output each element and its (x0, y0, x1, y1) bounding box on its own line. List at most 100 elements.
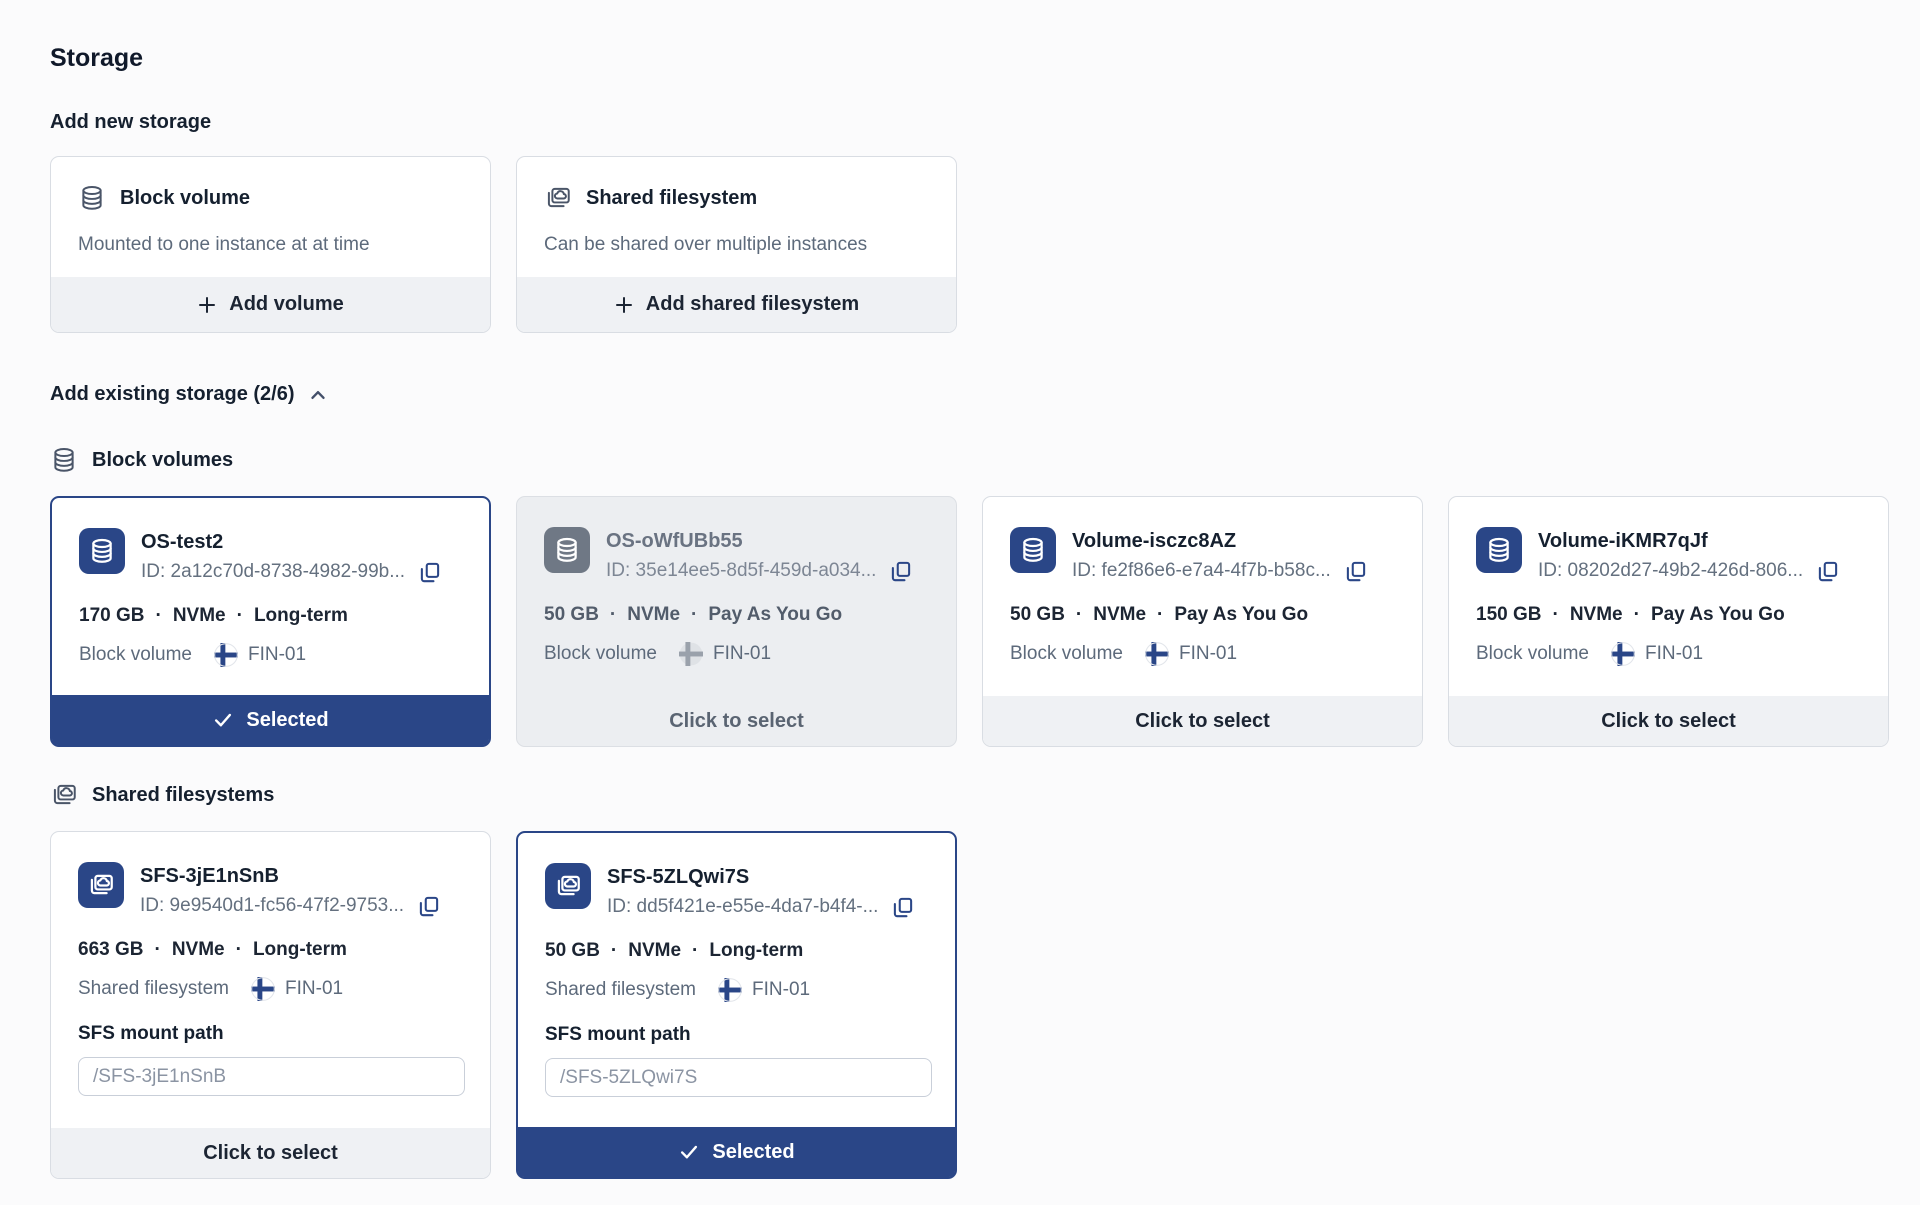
copy-icon[interactable] (890, 894, 916, 920)
volume-name: Volume-iKMR7qJf (1538, 530, 1708, 552)
selected-footer[interactable]: Selected (52, 695, 489, 745)
click-to-select-footer[interactable]: Click to select (983, 696, 1422, 746)
copy-icon[interactable] (888, 558, 914, 584)
add-card-title: Block volume (120, 186, 251, 209)
add-block-volume-card: Block volume Mounted to one instance at … (50, 156, 491, 333)
sfs-mount-path-label: SFS mount path (78, 1023, 224, 1044)
finland-flag-icon (1145, 642, 1169, 666)
selected-footer[interactable]: Selected (518, 1127, 955, 1177)
volume-type-row: Block volume FIN-01 (79, 643, 462, 667)
add-card-title: Shared filesystem (586, 186, 758, 209)
copy-icon[interactable] (1815, 558, 1841, 584)
volume-type: Block volume (1476, 643, 1589, 664)
region-label: FIN-01 (1179, 643, 1238, 664)
block-volume-tile-icon (544, 527, 590, 573)
finland-flag-icon (214, 643, 238, 667)
add-card-description: Can be shared over multiple instances (544, 234, 868, 255)
plus-icon (197, 295, 217, 315)
block-volume-card-volume-isczc8az[interactable]: Volume-isczc8AZ ID: fe2f86e6-e7a4-4f7b-b… (982, 496, 1423, 747)
finland-flag-icon (718, 978, 742, 1002)
block-volume-card-volume-ikmr7qjf[interactable]: Volume-iKMR7qJf ID: 08202d27-49b2-426d-8… (1448, 496, 1889, 747)
volume-id: ID: fe2f86e6-e7a4-4f7b-b58c... (1072, 560, 1331, 581)
footer-label: Click to select (1135, 709, 1270, 732)
add-volume-button-label: Add volume (229, 293, 344, 315)
filesystem-specs: 50 GBNVMeLong-term (545, 940, 928, 962)
add-shared-filesystem-button[interactable]: Add shared filesystem (517, 277, 956, 332)
volume-specs: 170 GBNVMeLong-term (79, 605, 462, 627)
volume-id: ID: 35e14ee5-8d5f-459d-a034... (606, 560, 877, 581)
volume-type-row: Block volume FIN-01 (1010, 642, 1395, 666)
plus-icon (614, 295, 634, 315)
block-volumes-row: OS-test2 ID: 2a12c70d-8738-4982-99b... 1… (50, 496, 1920, 747)
volume-id: ID: 08202d27-49b2-426d-806... (1538, 560, 1804, 581)
add-volume-button[interactable]: Add volume (51, 277, 490, 332)
region-label: FIN-01 (1645, 643, 1704, 664)
region-label: FIN-01 (752, 979, 811, 1000)
finland-flag-icon (679, 642, 703, 666)
add-new-storage-row: Block volume Mounted to one instance at … (50, 156, 1920, 333)
volume-id: ID: 2a12c70d-8738-4982-99b... (141, 561, 406, 582)
click-to-select-footer[interactable]: Click to select (1449, 696, 1888, 746)
footer-label: Selected (246, 708, 329, 731)
add-new-storage-heading: Add new storage (50, 111, 212, 133)
footer-label: Click to select (669, 709, 804, 732)
page-title: Storage (50, 44, 144, 72)
block-volume-tile-icon (79, 528, 125, 574)
filesystem-type-row: Shared filesystem FIN-01 (545, 978, 928, 1002)
shared-filesystem-icon (544, 184, 572, 212)
shared-filesystem-tile-icon (545, 863, 591, 909)
sfs-mount-path-input[interactable] (78, 1057, 465, 1096)
block-volume-tile-icon (1010, 527, 1056, 573)
block-volume-tile-icon (1476, 527, 1522, 573)
region-label: FIN-01 (285, 978, 344, 999)
block-volume-card-os-owfubb55[interactable]: OS-oWfUBb55 ID: 35e14ee5-8d5f-459d-a034.… (516, 496, 957, 747)
filesystem-type-row: Shared filesystem FIN-01 (78, 977, 463, 1001)
database-icon (50, 446, 78, 474)
shared-filesystem-icon (50, 781, 78, 809)
shared-filesystem-card-sfs-3je1nsnb[interactable]: SFS-3jE1nSnB ID: 9e9540d1-fc56-47f2-9753… (50, 831, 491, 1179)
check-icon (678, 1141, 700, 1163)
volume-type: Block volume (544, 643, 657, 664)
add-card-description: Mounted to one instance at at time (78, 234, 370, 255)
click-to-select-footer[interactable]: Click to select (51, 1128, 490, 1178)
add-existing-storage-toggle[interactable]: Add existing storage (2/6) (50, 383, 329, 406)
database-icon (78, 184, 106, 212)
filesystem-name: SFS-3jE1nSnB (140, 865, 279, 887)
volume-name: OS-oWfUBb55 (606, 530, 743, 552)
copy-icon[interactable] (416, 893, 442, 919)
sfs-mount-path-label: SFS mount path (545, 1024, 691, 1045)
region-label: FIN-01 (248, 644, 307, 665)
volume-specs: 50 GBNVMePay As You Go (544, 604, 929, 626)
shared-filesystems-heading: Shared filesystems (50, 781, 1920, 809)
filesystem-name: SFS-5ZLQwi7S (607, 866, 750, 888)
add-existing-storage-heading: Add existing storage (2/6) (50, 383, 295, 405)
volume-name: OS-test2 (141, 531, 224, 553)
volume-type: Block volume (79, 644, 192, 665)
click-to-select-footer[interactable]: Click to select (517, 696, 956, 746)
filesystem-id: ID: 9e9540d1-fc56-47f2-9753... (140, 895, 405, 916)
shared-filesystem-card-sfs-5zlqwi7s[interactable]: SFS-5ZLQwi7S ID: dd5f421e-e55e-4da7-b4f4… (516, 831, 957, 1179)
volume-type-row: Block volume FIN-01 (1476, 642, 1861, 666)
copy-icon[interactable] (1343, 558, 1369, 584)
block-volume-card-os-test2[interactable]: OS-test2 ID: 2a12c70d-8738-4982-99b... 1… (50, 496, 491, 747)
sfs-mount-path-input[interactable] (545, 1058, 932, 1097)
block-volumes-heading: Block volumes (50, 446, 1920, 474)
footer-label: Click to select (1601, 709, 1736, 732)
filesystem-id: ID: dd5f421e-e55e-4da7-b4f4-... (607, 896, 879, 917)
add-shared-filesystem-button-label: Add shared filesystem (645, 293, 860, 315)
volume-type: Block volume (1010, 643, 1123, 664)
filesystem-specs: 663 GBNVMeLong-term (78, 939, 463, 961)
volume-specs: 50 GBNVMePay As You Go (1010, 604, 1395, 626)
shared-filesystem-tile-icon (78, 862, 124, 908)
add-shared-filesystem-card: Shared filesystem Can be shared over mul… (516, 156, 957, 333)
volume-name: Volume-isczc8AZ (1072, 530, 1237, 552)
footer-label: Click to select (203, 1141, 338, 1164)
volume-specs: 150 GBNVMePay As You Go (1476, 604, 1861, 626)
finland-flag-icon (1611, 642, 1635, 666)
filesystem-type: Shared filesystem (78, 978, 230, 999)
footer-label: Selected (712, 1140, 795, 1163)
check-icon (212, 709, 234, 731)
shared-filesystems-row: SFS-3jE1nSnB ID: 9e9540d1-fc56-47f2-9753… (50, 831, 1920, 1179)
copy-icon[interactable] (417, 559, 443, 585)
finland-flag-icon (251, 977, 275, 1001)
